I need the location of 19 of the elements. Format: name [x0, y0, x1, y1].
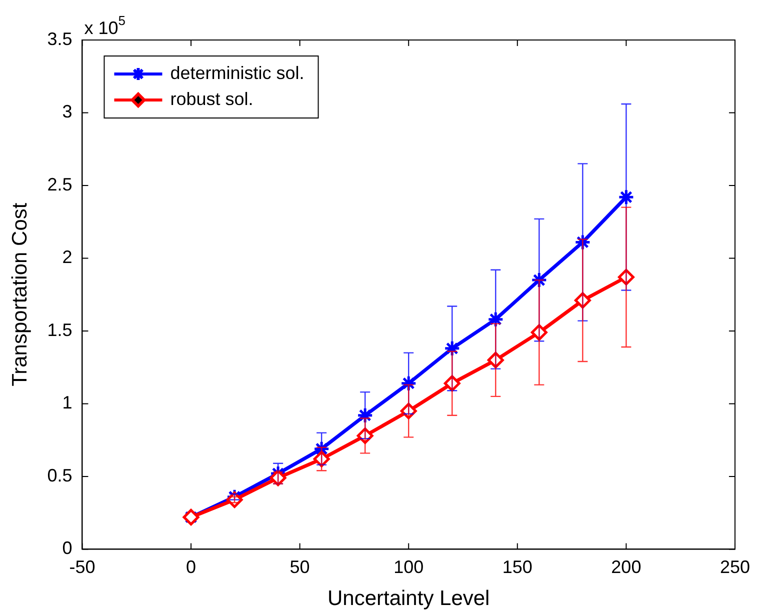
x-tick-label: 50 [290, 556, 310, 577]
x-tick-label: 100 [394, 556, 424, 577]
x-tick-label: 0 [186, 556, 196, 577]
x-tick-label: 150 [502, 556, 532, 577]
y-tick-label: 1.5 [47, 320, 72, 340]
y-tick-label: 3 [62, 102, 72, 122]
legend-label: robust sol. [170, 88, 254, 109]
y-axis-title: Transportation Cost [8, 202, 32, 386]
x-axis-title: Uncertainty Level [327, 587, 490, 610]
x-tick-label: 200 [611, 556, 642, 577]
x-tick-label: 250 [720, 556, 750, 577]
y-tick-label: 2.5 [47, 174, 72, 194]
y-tick-label: 0.5 [47, 465, 72, 486]
x-tick-label: -50 [69, 556, 96, 577]
y-tick-label: 0 [62, 538, 72, 558]
y-tick-label: 3.5 [47, 28, 72, 49]
y-tick-label: 1 [62, 392, 72, 413]
legend-label: deterministic sol. [170, 62, 304, 83]
y-tick-label: 2 [62, 247, 72, 268]
